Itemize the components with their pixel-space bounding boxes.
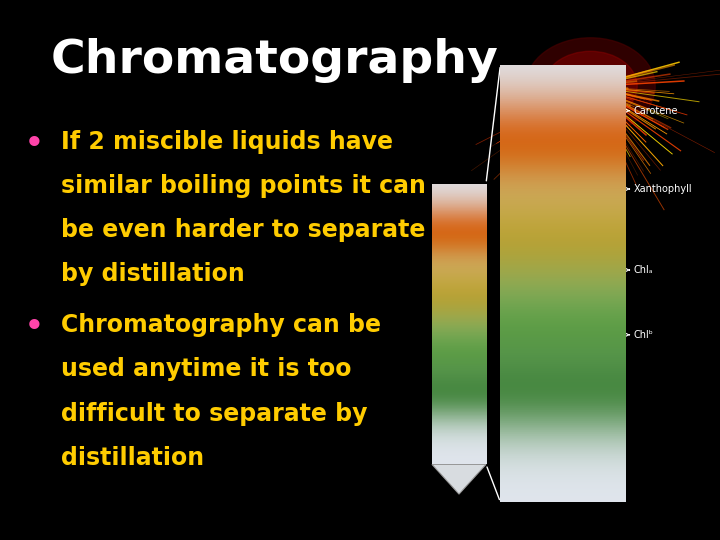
- Text: distillation: distillation: [61, 446, 204, 470]
- Circle shape: [577, 77, 603, 96]
- Text: Chromatography: Chromatography: [50, 38, 498, 83]
- Circle shape: [544, 51, 637, 122]
- Text: used anytime it is too: used anytime it is too: [61, 357, 351, 381]
- Text: similar boiling points it can: similar boiling points it can: [61, 174, 426, 198]
- Text: Chlₐ: Chlₐ: [634, 265, 653, 275]
- Text: •: •: [25, 130, 44, 158]
- Text: Chromatography can be: Chromatography can be: [61, 313, 381, 337]
- Polygon shape: [432, 464, 486, 494]
- Text: by distillation: by distillation: [61, 262, 245, 286]
- Circle shape: [526, 38, 655, 135]
- Text: Chlᵇ: Chlᵇ: [634, 330, 654, 340]
- Text: Carotene: Carotene: [634, 106, 678, 116]
- Text: If 2 miscible liquids have: If 2 miscible liquids have: [61, 130, 393, 153]
- Circle shape: [583, 81, 598, 92]
- Text: Xanthophyll: Xanthophyll: [634, 184, 692, 194]
- Text: difficult to separate by: difficult to separate by: [61, 402, 368, 426]
- Text: be even harder to separate: be even harder to separate: [61, 218, 426, 242]
- Text: •: •: [25, 313, 44, 341]
